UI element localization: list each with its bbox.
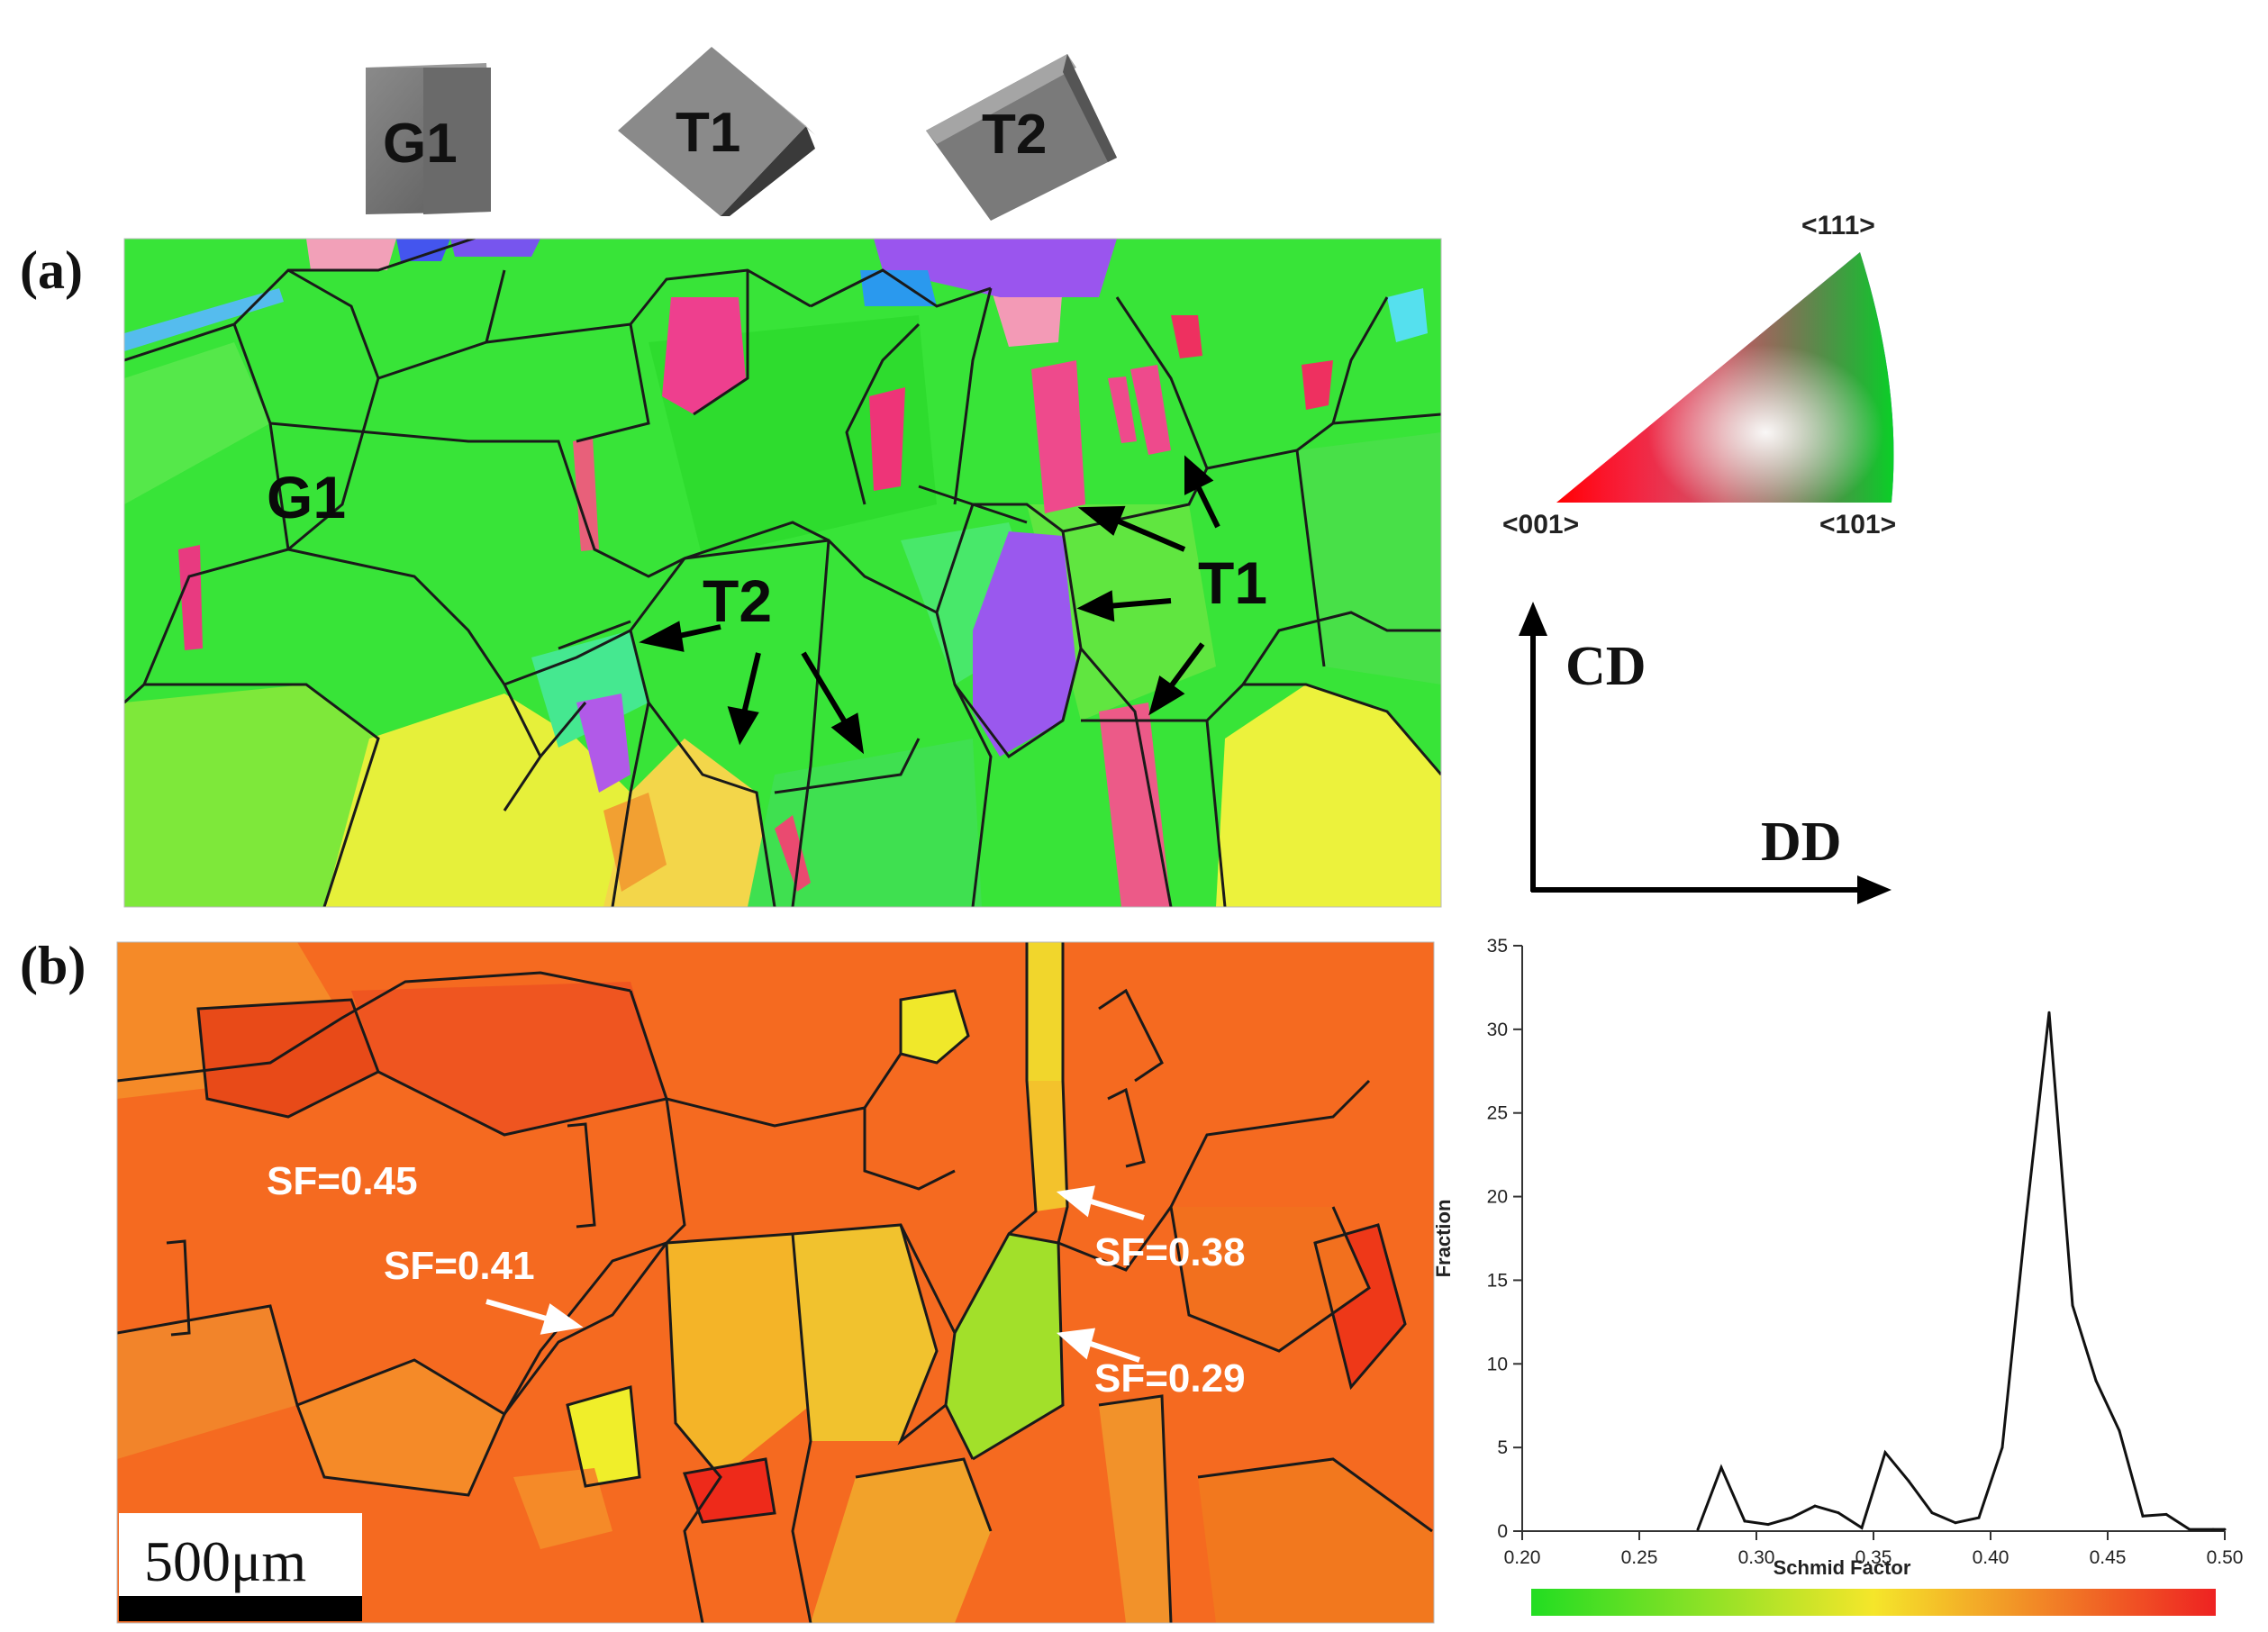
chart-point — [1954, 1521, 1957, 1525]
scale-bar-text: 500μm — [144, 1529, 306, 1593]
scale-bar: 500μm — [119, 1513, 362, 1621]
chart-x-tick-label: 0.25 — [1621, 1547, 1658, 1568]
chart-point — [1790, 1516, 1793, 1519]
chart-series-line — [1696, 1012, 2225, 1531]
chart-point — [1696, 1528, 1700, 1531]
chart-point — [1977, 1516, 1981, 1519]
chart-y-tick-label: 0 — [1497, 1521, 1508, 1542]
arrows-panel-a — [639, 455, 1220, 755]
crystal-g1: G1 — [366, 63, 491, 214]
panel-label-b: (b) — [20, 936, 86, 995]
chart-x-tick-label: 0.35 — [1855, 1547, 1892, 1568]
grain-label-t1: T1 — [1198, 549, 1267, 616]
scale-bar-rule — [119, 1596, 362, 1621]
chart-point — [2024, 1219, 2028, 1223]
chart-point — [2118, 1429, 2121, 1433]
chart-point — [2223, 1528, 2227, 1531]
chart-ticks: 0.20 0.25 0.30 0.35 0.40 0.45 0.50 0 5 10 15 20 25 30… — [1487, 936, 2244, 1568]
chart-y-tick-label: 25 — [1487, 1103, 1508, 1124]
chart-y-tick-label: 35 — [1487, 936, 1508, 957]
chart-point — [1813, 1504, 1817, 1508]
chart-point — [2164, 1512, 2168, 1516]
axis-dd-label: DD — [1761, 811, 1842, 873]
ipf-pole-001: <001> — [1502, 510, 1579, 539]
chart-y-tick-label: 20 — [1487, 1187, 1508, 1208]
grain-label-g1: G1 — [267, 464, 346, 530]
chart-x-tick-label: 0.20 — [1504, 1547, 1541, 1568]
chart-points — [1696, 1011, 2227, 1531]
chart-y-tick-label: 10 — [1487, 1354, 1508, 1374]
arrows-panel-b — [485, 1185, 1145, 1363]
chart-point — [1883, 1451, 1887, 1455]
panel-label-a: (a) — [20, 240, 83, 300]
crystal-label-g1: G1 — [383, 113, 458, 175]
chart-point — [1837, 1511, 1840, 1515]
chart-point — [1907, 1479, 1910, 1482]
chart-axes — [1521, 946, 2225, 1532]
ipf-pole-111: <111> — [1801, 211, 1875, 240]
chart-point — [2000, 1446, 2004, 1449]
sf-label-041: SF=0.41 — [384, 1244, 535, 1288]
crystal-t1: T1 — [618, 47, 815, 216]
crystal-t2: T2 — [926, 54, 1117, 221]
chart-x-tick-label: 0.50 — [2207, 1547, 2244, 1568]
chart-x-tick-label: 0.30 — [1738, 1547, 1775, 1568]
chart-point — [1719, 1465, 1723, 1469]
chart-point — [1743, 1519, 1746, 1523]
ipf-map-frame — [123, 238, 1442, 908]
sf-map — [117, 942, 1434, 1623]
sample-axes: CD DD — [1519, 602, 1892, 904]
schmid-factor-chart: 0.20 0.25 0.30 0.35 0.40 0.45 0.50 0 5 10 15 20 25 30… — [1432, 936, 2243, 1616]
sf-label-038: SF=0.38 — [1094, 1230, 1246, 1274]
chart-x-tick-label: 0.45 — [2090, 1547, 2127, 1568]
ipf-pole-101: <101> — [1819, 510, 1896, 539]
grain-label-t2: T2 — [703, 567, 772, 634]
axis-cd-label: CD — [1565, 636, 1647, 697]
chart-y-tick-label: 15 — [1487, 1270, 1508, 1291]
chart-y-tick-label: 30 — [1487, 1020, 1508, 1040]
crystal-label-t1: T1 — [676, 102, 740, 164]
sf-label-029: SF=0.29 — [1094, 1356, 1246, 1401]
chart-point — [2094, 1379, 2098, 1383]
sf-label-045: SF=0.45 — [267, 1159, 418, 1203]
chart-x-label: Schmid Factor — [1774, 1556, 1911, 1579]
chart-point — [2141, 1514, 2145, 1518]
chart-point — [2211, 1528, 2215, 1531]
chart-point — [2071, 1303, 2074, 1307]
chart-point — [2047, 1011, 2051, 1014]
chart-point — [2188, 1528, 2191, 1531]
chart-y-label: Fraction — [1432, 1200, 1455, 1278]
chart-x-tick-label: 0.40 — [1973, 1547, 2009, 1568]
ipf-map — [124, 239, 1441, 907]
schmid-factor-colorbar — [1531, 1589, 2216, 1616]
crystal-label-t2: T2 — [982, 104, 1047, 166]
chart-point — [1766, 1523, 1770, 1527]
chart-y-tick-label: 5 — [1497, 1437, 1508, 1458]
sf-map-frame — [116, 941, 1435, 1624]
chart-point — [1930, 1511, 1934, 1515]
ipf-triangle-legend: <111> <001> <101> — [1502, 211, 1896, 539]
chart-point — [1860, 1526, 1864, 1529]
